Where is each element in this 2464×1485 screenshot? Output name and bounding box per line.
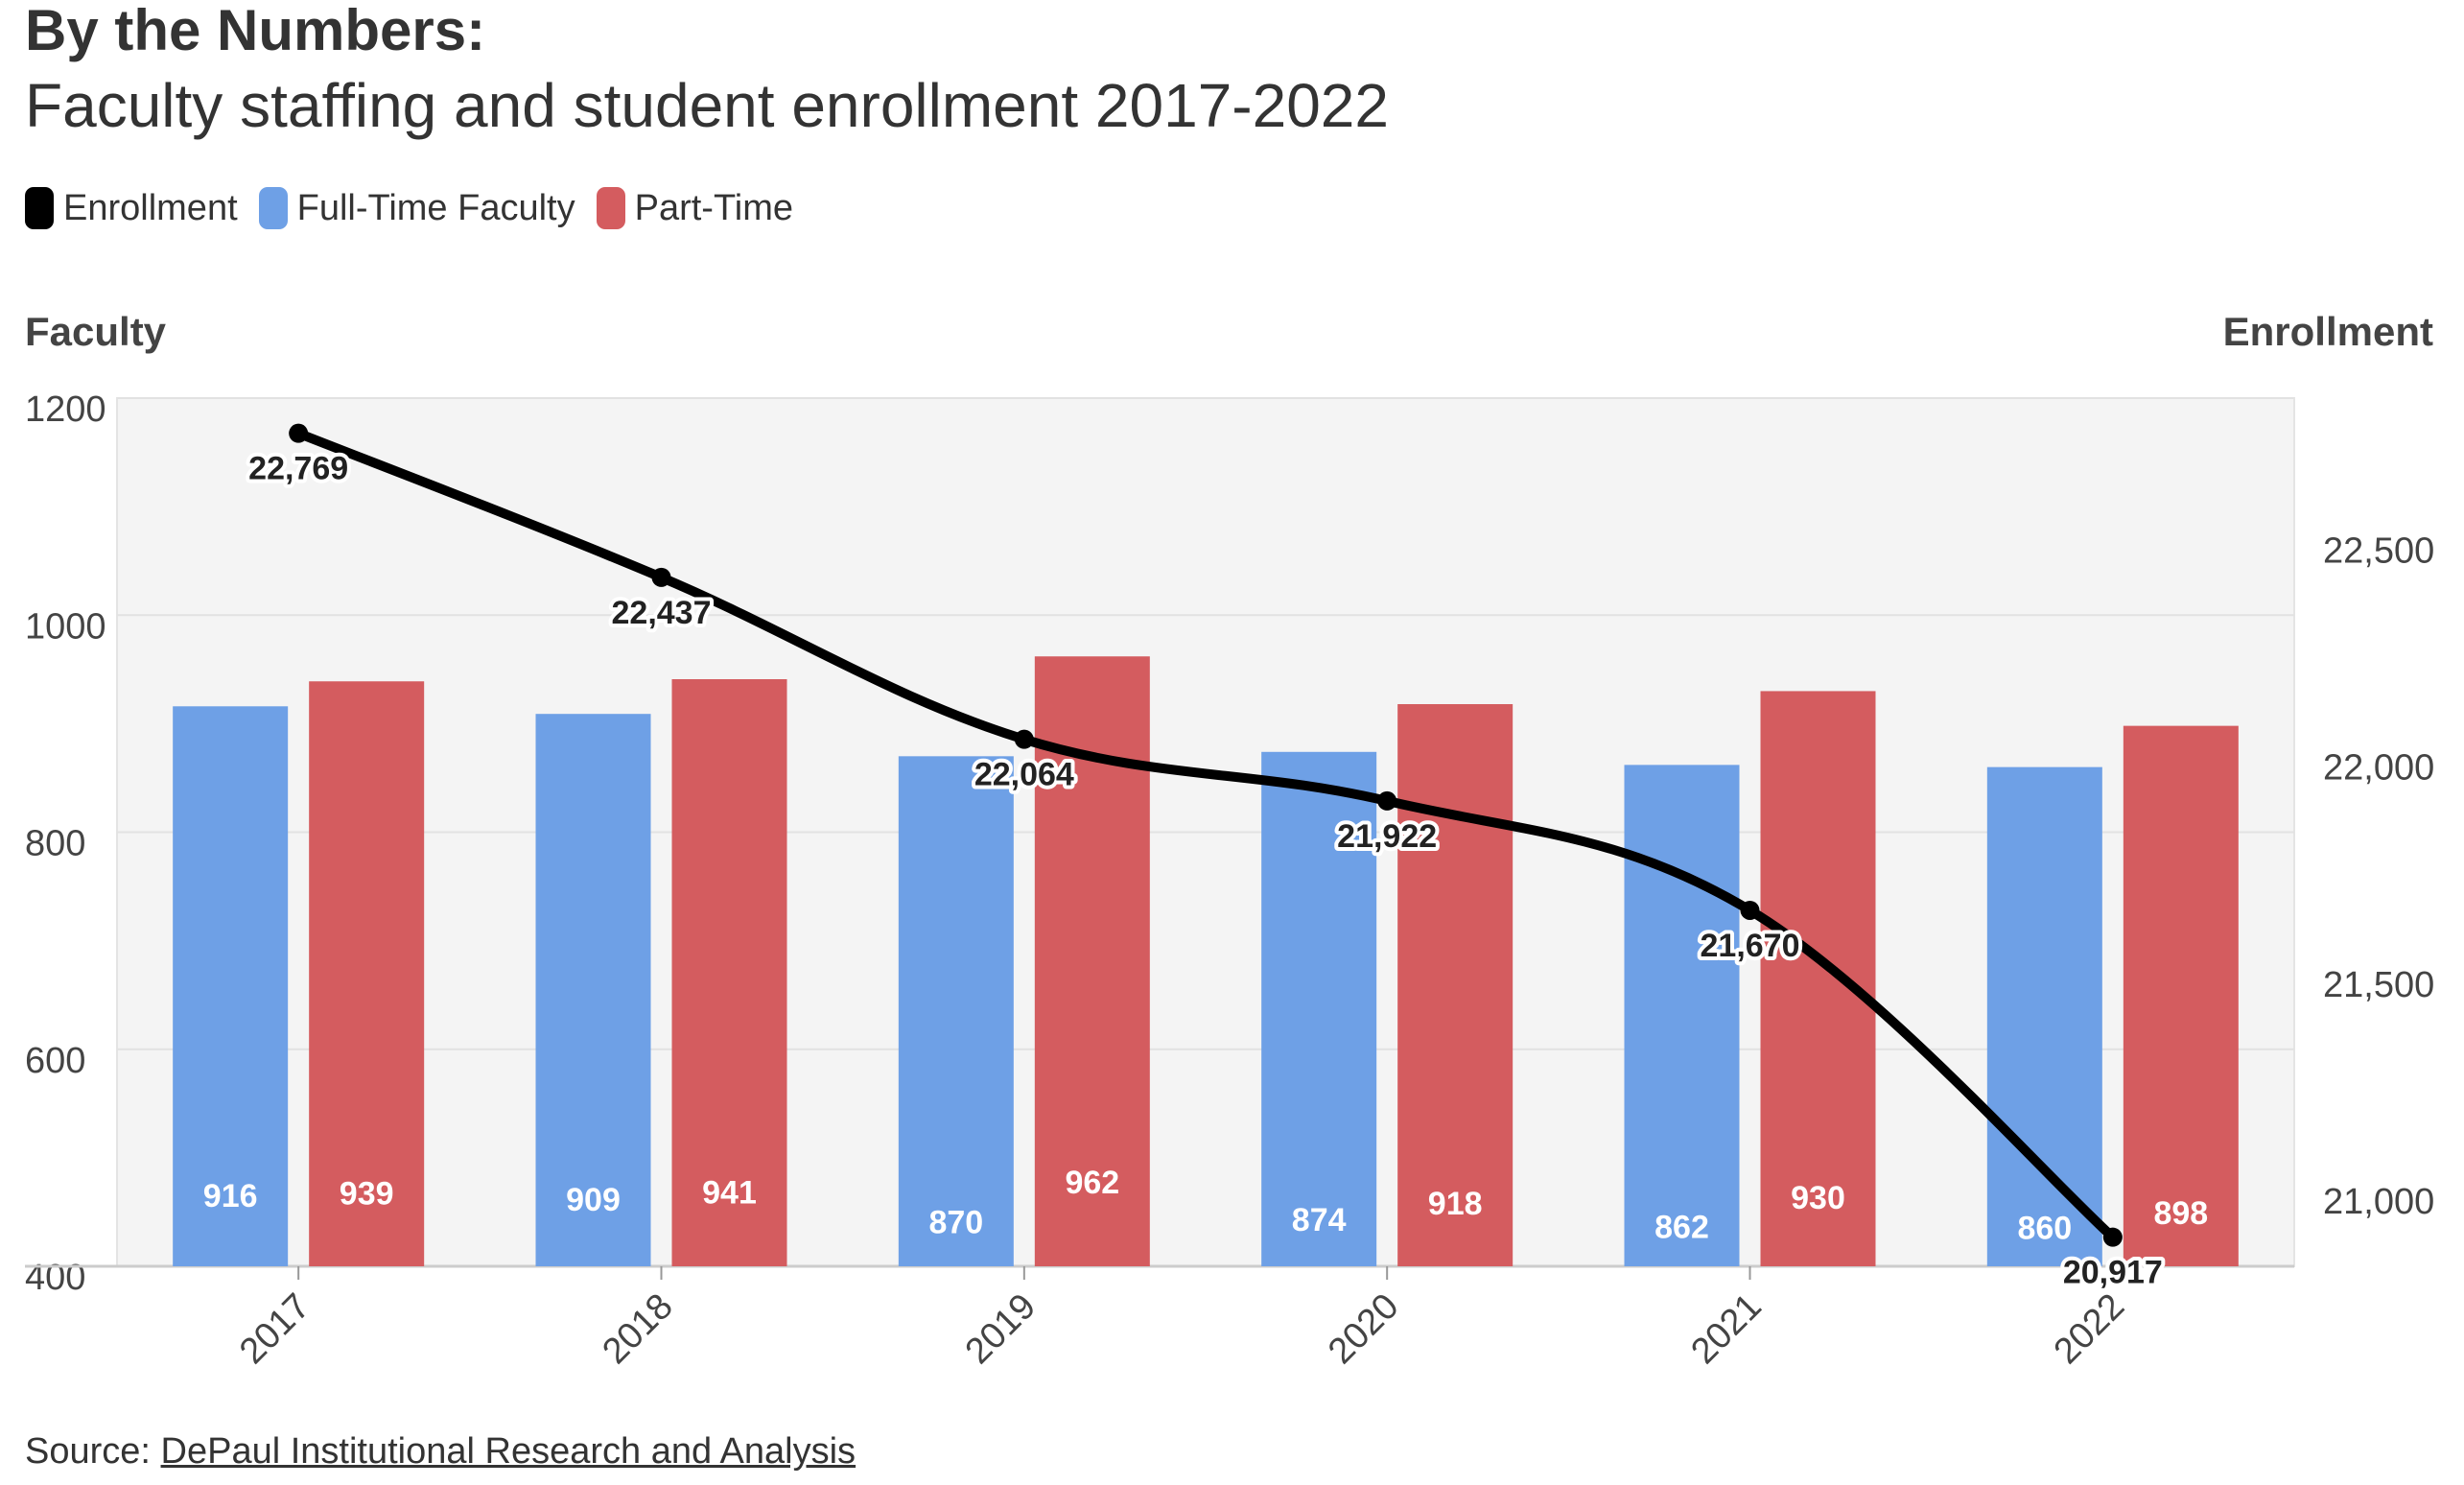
x-tick-label: 2017	[232, 1286, 317, 1372]
bar-full-time-faculty-2018	[535, 714, 651, 1266]
legend-label-part-time: Part-Time	[634, 187, 793, 228]
bar-value-label: 860	[2017, 1211, 2072, 1247]
enrollment-value-label: 21,670	[1701, 928, 1800, 964]
bar-part-time-2022	[2123, 725, 2239, 1266]
bar-part-time-2020	[1397, 704, 1514, 1266]
right-axis-tick-label: 21,000	[2323, 1182, 2434, 1222]
enrollment-value-label: 22,437	[612, 595, 712, 631]
enrollment-point-2020	[1377, 790, 1397, 811]
legend-label-enrollment: Enrollment	[63, 187, 238, 228]
left-axis-tick-label: 1000	[25, 606, 106, 647]
chart-area: 400 600 800 1000 1200 21,000 21,500 22,000 22,50…	[25, 389, 2434, 1372]
left-axis-tick-label: 1200	[25, 389, 106, 430]
bar-value-label: 939	[340, 1176, 394, 1213]
bar-value-label: 941	[702, 1175, 757, 1212]
bar-value-label: 862	[1654, 1209, 1709, 1245]
left-axis-tick-label: 400	[25, 1258, 85, 1298]
right-axis-tick-label: 22,000	[2323, 748, 2434, 789]
enrollment-point-2022	[2102, 1227, 2123, 1247]
enrollment-point-2019	[1014, 729, 1034, 749]
right-axis-title: Enrollment	[2222, 309, 2433, 354]
legend-swatch-enrollment	[25, 187, 54, 229]
bar-value-label: 918	[1428, 1186, 1483, 1222]
enrollment-point-2018	[651, 567, 671, 587]
x-tick-label: 2018	[595, 1286, 680, 1372]
bar-full-time-faculty-2021	[1624, 765, 1740, 1266]
enrollment-value-label: 22,064	[974, 757, 1074, 793]
right-axis-tick-label: 21,500	[2323, 965, 2434, 1005]
legend-item-full-time-faculty[interactable]: Full-Time Faculty	[258, 187, 575, 229]
legend: Enrollment Full-Time Faculty Part-Time	[25, 182, 814, 234]
bar-full-time-faculty-2017	[173, 706, 289, 1266]
x-tick-label: 2019	[958, 1286, 1044, 1372]
right-axis-tick-label: 22,500	[2323, 530, 2434, 571]
bar-full-time-faculty-2022	[1986, 766, 2102, 1266]
bar-value-label: 909	[566, 1182, 621, 1218]
bar-value-label: 962	[1065, 1165, 1119, 1201]
bar-part-time-2021	[1760, 691, 1876, 1266]
bar-value-label: 870	[928, 1205, 983, 1241]
x-tick-label: 2020	[1321, 1286, 1406, 1372]
bar-full-time-faculty-2019	[898, 756, 1014, 1266]
source-prefix: Source:	[25, 1431, 161, 1472]
bar-value-label: 916	[203, 1178, 258, 1214]
chart-subtitle: Faculty staffing and student enrollment …	[25, 71, 1389, 140]
enrollment-line	[293, 428, 2118, 1242]
bar-part-time-2018	[671, 678, 787, 1266]
enrollment-point-2017	[289, 423, 309, 443]
left-axis-tick-label: 600	[25, 1041, 85, 1081]
left-axis-title: Faculty	[25, 309, 167, 354]
enrollment-point-2021	[1740, 900, 1760, 920]
bar-value-label: 930	[1791, 1180, 1845, 1216]
enrollment-value-label: 20,917	[2063, 1255, 2163, 1291]
chart-title: By the Numbers:	[25, 0, 486, 62]
x-tick-label: 2022	[2047, 1286, 2132, 1372]
bar-value-label: 874	[1292, 1202, 1347, 1238]
legend-swatch-part-time	[596, 187, 625, 229]
bar-value-label: 898	[2153, 1195, 2208, 1232]
enrollment-value-label: 22,769	[248, 451, 348, 487]
x-tick-label: 2021	[1683, 1286, 1769, 1372]
legend-item-part-time[interactable]: Part-Time	[596, 187, 793, 229]
source-link[interactable]: DePaul Institutional Research and Analys…	[160, 1431, 857, 1472]
enrollment-value-label: 21,922	[1337, 818, 1437, 855]
legend-label-full-time-faculty: Full-Time Faculty	[296, 187, 575, 228]
legend-item-enrollment[interactable]: Enrollment	[25, 187, 238, 229]
bar-full-time-faculty-2020	[1261, 751, 1377, 1266]
bar-part-time-2017	[309, 681, 425, 1266]
legend-swatch-full-time-faculty	[258, 187, 288, 229]
left-axis-tick-label: 800	[25, 824, 85, 864]
source-line: Source: DePaul Institutional Research an…	[25, 1431, 856, 1473]
